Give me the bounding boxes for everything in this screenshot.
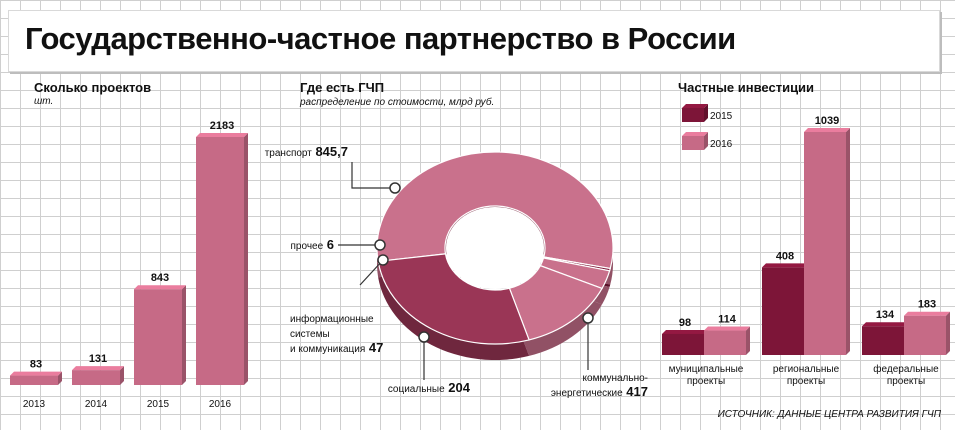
bar-invest-2015 xyxy=(762,267,804,355)
bar-invest-2016-side xyxy=(846,128,850,355)
bar-projects-2016-top xyxy=(196,133,248,137)
bar-projects-2015-side xyxy=(182,285,186,385)
legend-swatch-2015 xyxy=(682,108,704,122)
bar-value-label: 114 xyxy=(718,314,737,326)
bar-invest-2016-top xyxy=(704,326,750,331)
bar-invest-2015 xyxy=(862,326,904,355)
slice-value-label: 845,7 xyxy=(312,144,348,159)
callout-dot xyxy=(377,254,389,266)
slice-label: прочее 6 xyxy=(291,237,335,252)
bar-invest-2016-side xyxy=(746,326,750,355)
legend-swatch-2016-side xyxy=(704,132,708,150)
callout-dot xyxy=(418,331,430,343)
donut-slice-4 xyxy=(377,253,530,345)
bar-invest-2016 xyxy=(804,132,846,355)
ppp-subtitle: распределение по стоимости, млрд руб. xyxy=(300,97,495,108)
category-label: проекты xyxy=(887,376,925,387)
bar-value-label: 1039 xyxy=(815,115,839,127)
title-box: Государственно-частное партнерство в Рос… xyxy=(8,10,940,72)
legend-swatch-2016-top xyxy=(682,132,708,136)
investments-title: Частные инвестиции xyxy=(678,80,815,95)
bar-invest-2016 xyxy=(904,315,946,355)
slice-value-label: 6 xyxy=(323,237,334,252)
bar-projects-2013-side xyxy=(58,371,62,385)
legend-swatch-2015-side xyxy=(704,104,708,122)
year-tick-label: 2013 xyxy=(23,399,46,410)
legend-label: 2015 xyxy=(710,111,733,122)
page-title: Государственно-частное партнерство в Рос… xyxy=(25,21,736,56)
bar-invest-2015-top xyxy=(762,263,808,268)
legend-swatch-2015-top xyxy=(682,104,708,108)
callout-dot xyxy=(374,239,386,251)
bar-value-label: 83 xyxy=(30,359,42,371)
bar-projects-2015-top xyxy=(134,285,186,290)
year-tick-label: 2014 xyxy=(85,399,108,410)
bar-projects-2016 xyxy=(196,137,244,385)
slice-label: информационные xyxy=(290,313,374,325)
bar-value-label: 134 xyxy=(876,309,895,321)
category-label: муниципальные xyxy=(669,364,744,375)
category-label: проекты xyxy=(787,376,825,387)
bar-invest-2015-top xyxy=(862,322,908,327)
bar-value-label: 408 xyxy=(776,250,794,262)
bar-value-label: 843 xyxy=(151,272,169,284)
donut-slice-0 xyxy=(376,151,614,270)
bar-projects-2014-top xyxy=(72,366,124,371)
legend-label: 2016 xyxy=(710,139,733,150)
slice-value-label: 204 xyxy=(445,380,471,395)
bar-projects-2016-side xyxy=(244,133,248,385)
bar-value-label: 131 xyxy=(89,353,107,365)
slice-label: коммунально- xyxy=(583,373,648,384)
bar-projects-2015 xyxy=(134,289,182,385)
bar-invest-2016 xyxy=(704,330,746,355)
slice-label: энергетические 417 xyxy=(551,384,648,399)
bar-value-label: 183 xyxy=(918,299,936,311)
projects-title: Сколько проектов xyxy=(34,80,152,95)
bar-projects-2013 xyxy=(10,375,58,385)
category-label: проекты xyxy=(687,376,725,387)
bar-value-label: 98 xyxy=(679,317,691,329)
bar-projects-2014-side xyxy=(120,366,124,385)
ppp-title: Где есть ГЧП xyxy=(300,80,385,95)
category-label: федеральные xyxy=(873,363,939,375)
source-note: ИСТОЧНИК: ДАННЫЕ ЦЕНТРА РАЗВИТИЯ ГЧП xyxy=(717,409,941,420)
slice-label: транспорт 845,7 xyxy=(265,144,348,159)
year-tick-label: 2016 xyxy=(209,399,232,410)
bar-invest-2016-side xyxy=(946,311,950,355)
legend-swatch-2016 xyxy=(682,136,704,150)
bar-invest-2016-top xyxy=(904,311,950,316)
bar-projects-2014 xyxy=(72,370,120,385)
slice-value-label: 417 xyxy=(623,384,648,399)
callout-dot xyxy=(582,312,594,324)
bar-invest-2016-top xyxy=(804,128,850,132)
bar-invest-2015-top xyxy=(662,329,708,334)
slice-label: социальные 204 xyxy=(388,380,471,395)
bar-invest-2015 xyxy=(662,333,704,355)
donut-hole xyxy=(446,207,544,289)
callout-line xyxy=(351,162,395,189)
slice-label: и коммуникация 47 xyxy=(290,340,383,355)
callout-dot xyxy=(389,182,401,194)
bar-value-label: 2183 xyxy=(210,120,234,132)
category-label: региональные xyxy=(773,364,840,375)
bar-projects-2013-top xyxy=(10,371,62,376)
year-tick-label: 2015 xyxy=(147,399,170,410)
projects-unit: шт. xyxy=(34,96,54,107)
slice-label: системы xyxy=(290,329,330,340)
slice-value-label: 47 xyxy=(365,340,383,355)
